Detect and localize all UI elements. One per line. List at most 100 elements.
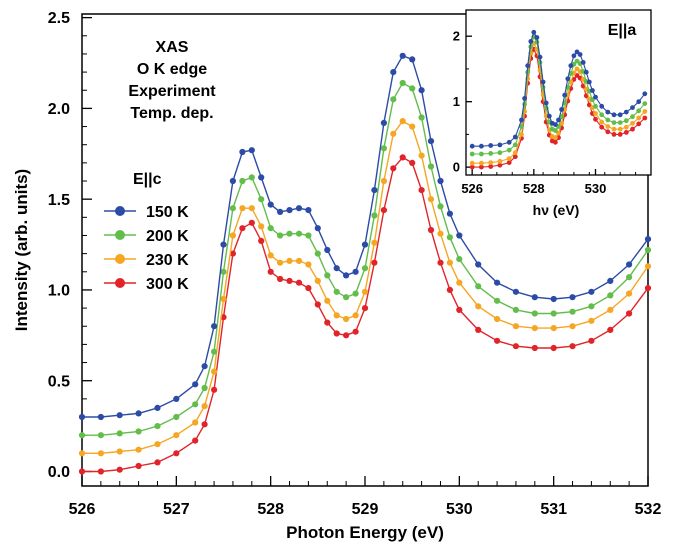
- data-point-150k: [258, 174, 265, 181]
- x-tick-label: 532: [635, 501, 662, 518]
- data-point-150k: [173, 395, 180, 402]
- data-point-230k: [630, 120, 635, 126]
- data-point-150k: [371, 187, 378, 194]
- data-point-200k: [324, 272, 331, 279]
- data-point-200k: [371, 212, 378, 219]
- y-tick-label: 1.0: [48, 283, 70, 300]
- data-point-230k: [497, 158, 503, 164]
- data-point-300k: [550, 344, 557, 352]
- data-point-230k: [427, 196, 435, 203]
- data-point-300k: [343, 332, 350, 339]
- data-point-200k: [258, 196, 265, 203]
- data-point-150k: [543, 100, 549, 106]
- x-tick-label: 526: [461, 181, 483, 196]
- data-point-230k: [626, 290, 633, 297]
- legend-items: 150 K 200 K 230 K 300 K: [104, 204, 189, 293]
- data-point-200k: [333, 288, 340, 295]
- data-point-230k: [399, 118, 406, 125]
- x-tick-label: 530: [585, 181, 607, 196]
- data-point-200k: [220, 268, 227, 275]
- data-point-200k: [418, 114, 425, 121]
- data-point-150k: [528, 39, 534, 44]
- data-point-300k: [192, 437, 199, 444]
- data-point-200k: [135, 428, 142, 435]
- data-point-230k: [343, 315, 350, 323]
- y-tick-label: 2.0: [48, 101, 70, 118]
- data-point-300k: [305, 285, 312, 292]
- data-point-150k: [390, 69, 397, 76]
- data-point-230k: [599, 119, 605, 125]
- data-point-150k: [469, 143, 475, 149]
- data-point-230k: [267, 252, 274, 259]
- data-point-230k: [636, 115, 642, 121]
- data-point-300k: [333, 330, 340, 337]
- y-tick-label: 1: [453, 94, 460, 109]
- data-point-230k: [361, 288, 369, 295]
- data-point-300k: [295, 279, 303, 286]
- data-point-150k: [556, 117, 561, 123]
- data-point-300k: [154, 459, 161, 466]
- data-point-230k: [494, 315, 501, 323]
- data-point-150k: [623, 109, 629, 115]
- data-point-300k: [642, 115, 648, 121]
- data-point-200k: [623, 118, 629, 124]
- data-point-200k: [78, 432, 86, 439]
- data-point-150k: [605, 109, 611, 115]
- data-point-150k: [427, 138, 435, 145]
- data-point-230k: [531, 325, 538, 332]
- data-point-300k: [380, 207, 387, 214]
- data-point-300k: [512, 343, 520, 350]
- inset-annotation: E||a: [608, 22, 637, 39]
- data-point-200k: [611, 120, 617, 125]
- data-point-200k: [437, 203, 444, 210]
- data-point-230k: [324, 297, 331, 304]
- legend-label: 300 K: [146, 276, 189, 293]
- data-point-300k: [352, 328, 359, 335]
- data-point-150k: [531, 29, 537, 35]
- data-point-150k: [494, 279, 501, 286]
- data-point-150k: [154, 404, 161, 411]
- data-point-300k: [605, 129, 611, 135]
- data-point-200k: [497, 150, 503, 156]
- data-point-200k: [550, 310, 557, 317]
- data-point-200k: [569, 308, 576, 315]
- data-point-200k: [390, 96, 397, 103]
- inset-plot-series: [469, 29, 648, 170]
- data-point-150k: [569, 294, 576, 301]
- data-point-300k: [479, 164, 484, 170]
- data-point-150k: [553, 122, 558, 127]
- data-point-200k: [475, 283, 482, 290]
- data-point-150k: [475, 261, 482, 268]
- inset-background: [466, 10, 656, 175]
- data-point-230k: [277, 259, 284, 266]
- data-point-150k: [399, 52, 406, 59]
- data-point-150k: [568, 63, 574, 69]
- data-point-150k: [97, 413, 104, 421]
- data-point-150k: [626, 261, 633, 268]
- y-tick-label: 2: [453, 29, 460, 44]
- data-point-230k: [352, 312, 359, 319]
- data-point-200k: [512, 142, 518, 148]
- data-point-150k: [343, 272, 350, 279]
- data-point-200k: [427, 163, 435, 170]
- annotation-line-3: Experiment: [128, 83, 216, 100]
- x-tick-label: 530: [446, 501, 473, 518]
- y-tick-label: 0.0: [48, 464, 70, 481]
- data-point-300k: [267, 268, 274, 275]
- data-point-200k: [173, 413, 180, 421]
- data-point-230k: [173, 432, 180, 439]
- data-point-300k: [456, 306, 463, 313]
- legend-swatch-marker: [115, 206, 125, 216]
- data-point-230k: [475, 303, 482, 310]
- data-point-200k: [488, 151, 494, 156]
- data-point-150k: [559, 107, 564, 112]
- data-point-230k: [446, 259, 453, 266]
- data-point-230k: [512, 323, 520, 330]
- data-point-230k: [305, 261, 312, 268]
- data-point-150k: [636, 99, 642, 105]
- data-point-150k: [333, 265, 340, 272]
- data-point-230k: [220, 295, 227, 303]
- data-point-230k: [569, 323, 576, 330]
- legend-label: 230 K: [146, 252, 189, 269]
